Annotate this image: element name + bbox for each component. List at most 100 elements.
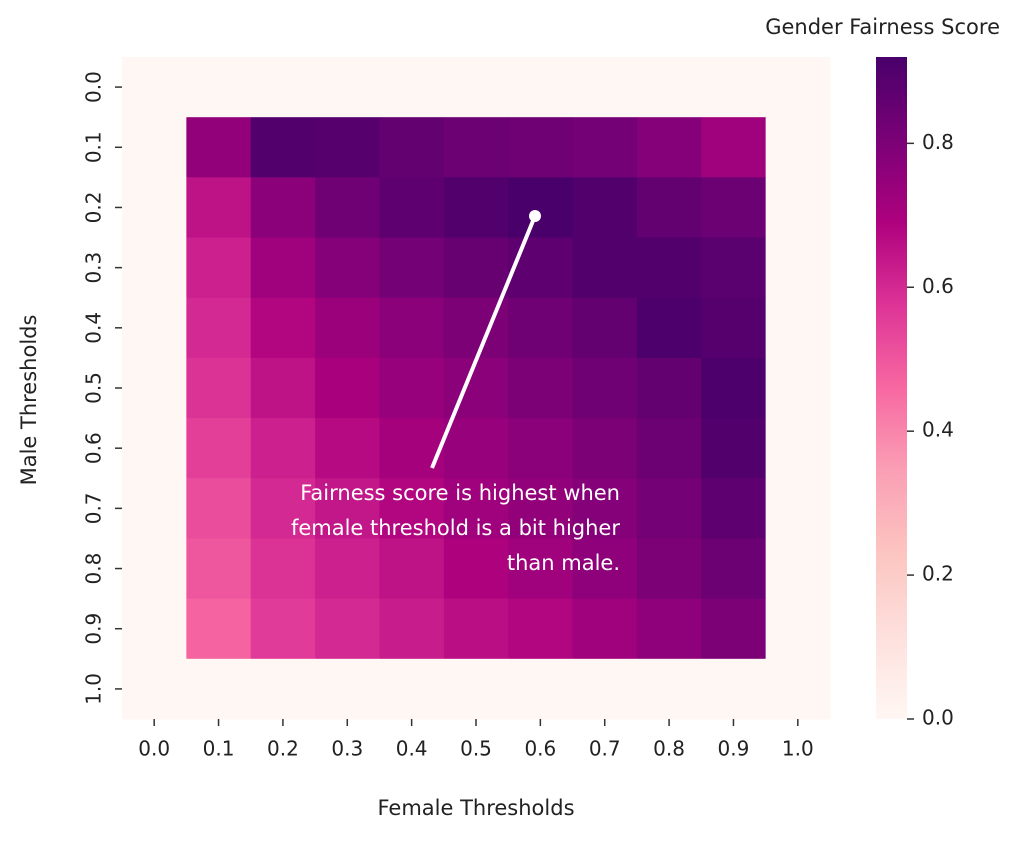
annotation-text: Fairness score is highest when — [300, 481, 620, 505]
heatmap-cell — [508, 357, 574, 419]
heatmap-cell — [379, 598, 445, 660]
heatmap-cell — [122, 357, 187, 419]
annotation-dot — [529, 210, 541, 222]
heatmap-cell — [250, 297, 316, 359]
x-tick-label: 0.0 — [138, 737, 170, 761]
heatmap-cell — [508, 598, 574, 660]
y-tick-label: 0.6 — [82, 432, 106, 464]
heatmap-cell — [315, 418, 380, 479]
x-tick-label: 0.1 — [203, 737, 235, 761]
heatmap-cell — [315, 297, 380, 359]
heatmap-cell — [508, 177, 574, 239]
heatmap-cell — [379, 418, 445, 479]
heatmap-cell — [508, 297, 574, 359]
heatmap-cell — [250, 418, 316, 479]
y-tick-label: 0.2 — [82, 192, 106, 224]
colorbar-tick-label: 0.0 — [922, 706, 954, 730]
y-tick-label: 0.1 — [82, 131, 106, 163]
heatmap-cell — [572, 177, 638, 239]
heatmap-cell — [315, 538, 380, 600]
heatmap-cell — [250, 538, 316, 600]
heatmap-cell — [572, 538, 638, 600]
heatmap-cell — [379, 57, 445, 118]
heatmap-cell — [636, 177, 702, 239]
heatmap-cell — [122, 177, 187, 239]
heatmap-cell — [315, 357, 380, 419]
heatmap-cell — [701, 418, 767, 479]
heatmap-cell — [701, 357, 767, 419]
heatmap-cell — [508, 538, 574, 600]
heatmap-cell — [315, 237, 380, 299]
heatmap-cell — [443, 418, 509, 479]
heatmap-cell — [443, 538, 509, 600]
heatmap-cell — [765, 357, 831, 419]
x-tick-label: 1.0 — [782, 737, 814, 761]
x-tick-label: 0.5 — [460, 737, 492, 761]
heatmap-cell — [186, 177, 252, 239]
heatmap-cell — [636, 478, 702, 539]
heatmap-cell — [122, 117, 187, 178]
x-tick-label: 0.3 — [331, 737, 363, 761]
colorbar-tick-label: 0.4 — [922, 418, 954, 442]
heatmap-cell — [701, 658, 767, 720]
heatmap-cell — [186, 658, 252, 720]
heatmap-cell — [572, 357, 638, 419]
heatmap-cell — [572, 117, 638, 178]
heatmap-cell — [572, 57, 638, 118]
y-tick-label: 0.3 — [82, 252, 106, 284]
heatmap-cell — [765, 658, 831, 720]
heatmap-cell — [250, 57, 316, 118]
y-tick-label: 0.8 — [82, 553, 106, 585]
y-tick-label: 0.7 — [82, 492, 106, 524]
x-tick-label: 0.9 — [718, 737, 750, 761]
heatmap-cell — [636, 598, 702, 660]
heatmap-cell — [379, 237, 445, 299]
x-axis-title: Female Thresholds — [377, 796, 574, 820]
heatmap-cell — [508, 658, 574, 720]
y-tick-label: 0.0 — [82, 71, 106, 103]
heatmap-cell — [701, 538, 767, 600]
heatmap-cell — [701, 57, 767, 118]
heatmap-cell — [379, 478, 445, 539]
annotation-text: than male. — [507, 551, 620, 575]
heatmap-cell — [508, 57, 574, 118]
heatmap-cell — [701, 177, 767, 239]
heatmap-cell — [250, 117, 316, 178]
heatmap-cell — [443, 598, 509, 660]
heatmap-cell — [315, 478, 380, 539]
x-tick-label: 0.2 — [267, 737, 299, 761]
heatmap-cell — [379, 658, 445, 720]
heatmap-cell — [250, 478, 316, 539]
y-tick-label: 0.9 — [82, 613, 106, 645]
heatmap-cell — [122, 598, 187, 660]
heatmap-cell — [636, 117, 702, 178]
annotation-arrow — [430, 215, 537, 469]
heatmap-cell — [508, 237, 574, 299]
heatmap-cell — [379, 538, 445, 600]
heatmap-cell — [315, 57, 380, 118]
heatmap-cell — [701, 117, 767, 178]
heatmap-cell — [122, 478, 187, 539]
heatmap-cell — [122, 658, 187, 720]
x-tick-label: 0.8 — [653, 737, 685, 761]
colorbar-title: Gender Fairness Score — [765, 15, 1000, 39]
y-tick-label: 1.0 — [82, 673, 106, 705]
heatmap-cell — [443, 177, 509, 239]
heatmap-cell — [186, 538, 252, 600]
heatmap-cell — [701, 478, 767, 539]
y-axis-title: Male Thresholds — [17, 315, 41, 486]
colorbar-tick-label: 0.8 — [922, 130, 954, 154]
heatmap-cell — [186, 237, 252, 299]
heatmap-cell — [379, 177, 445, 239]
heatmap-cell — [508, 478, 574, 539]
heatmap-cell — [186, 357, 252, 419]
heatmap-cell — [765, 538, 831, 600]
colorbar-tick-label: 0.6 — [922, 274, 954, 298]
heatmap-cell — [701, 598, 767, 660]
heatmap-cell — [122, 297, 187, 359]
heatmap-cell — [508, 117, 574, 178]
heatmap-cell — [443, 658, 509, 720]
heatmap-cell — [186, 117, 252, 178]
heatmap-cell — [186, 57, 252, 118]
heatmap-cell — [122, 418, 187, 479]
